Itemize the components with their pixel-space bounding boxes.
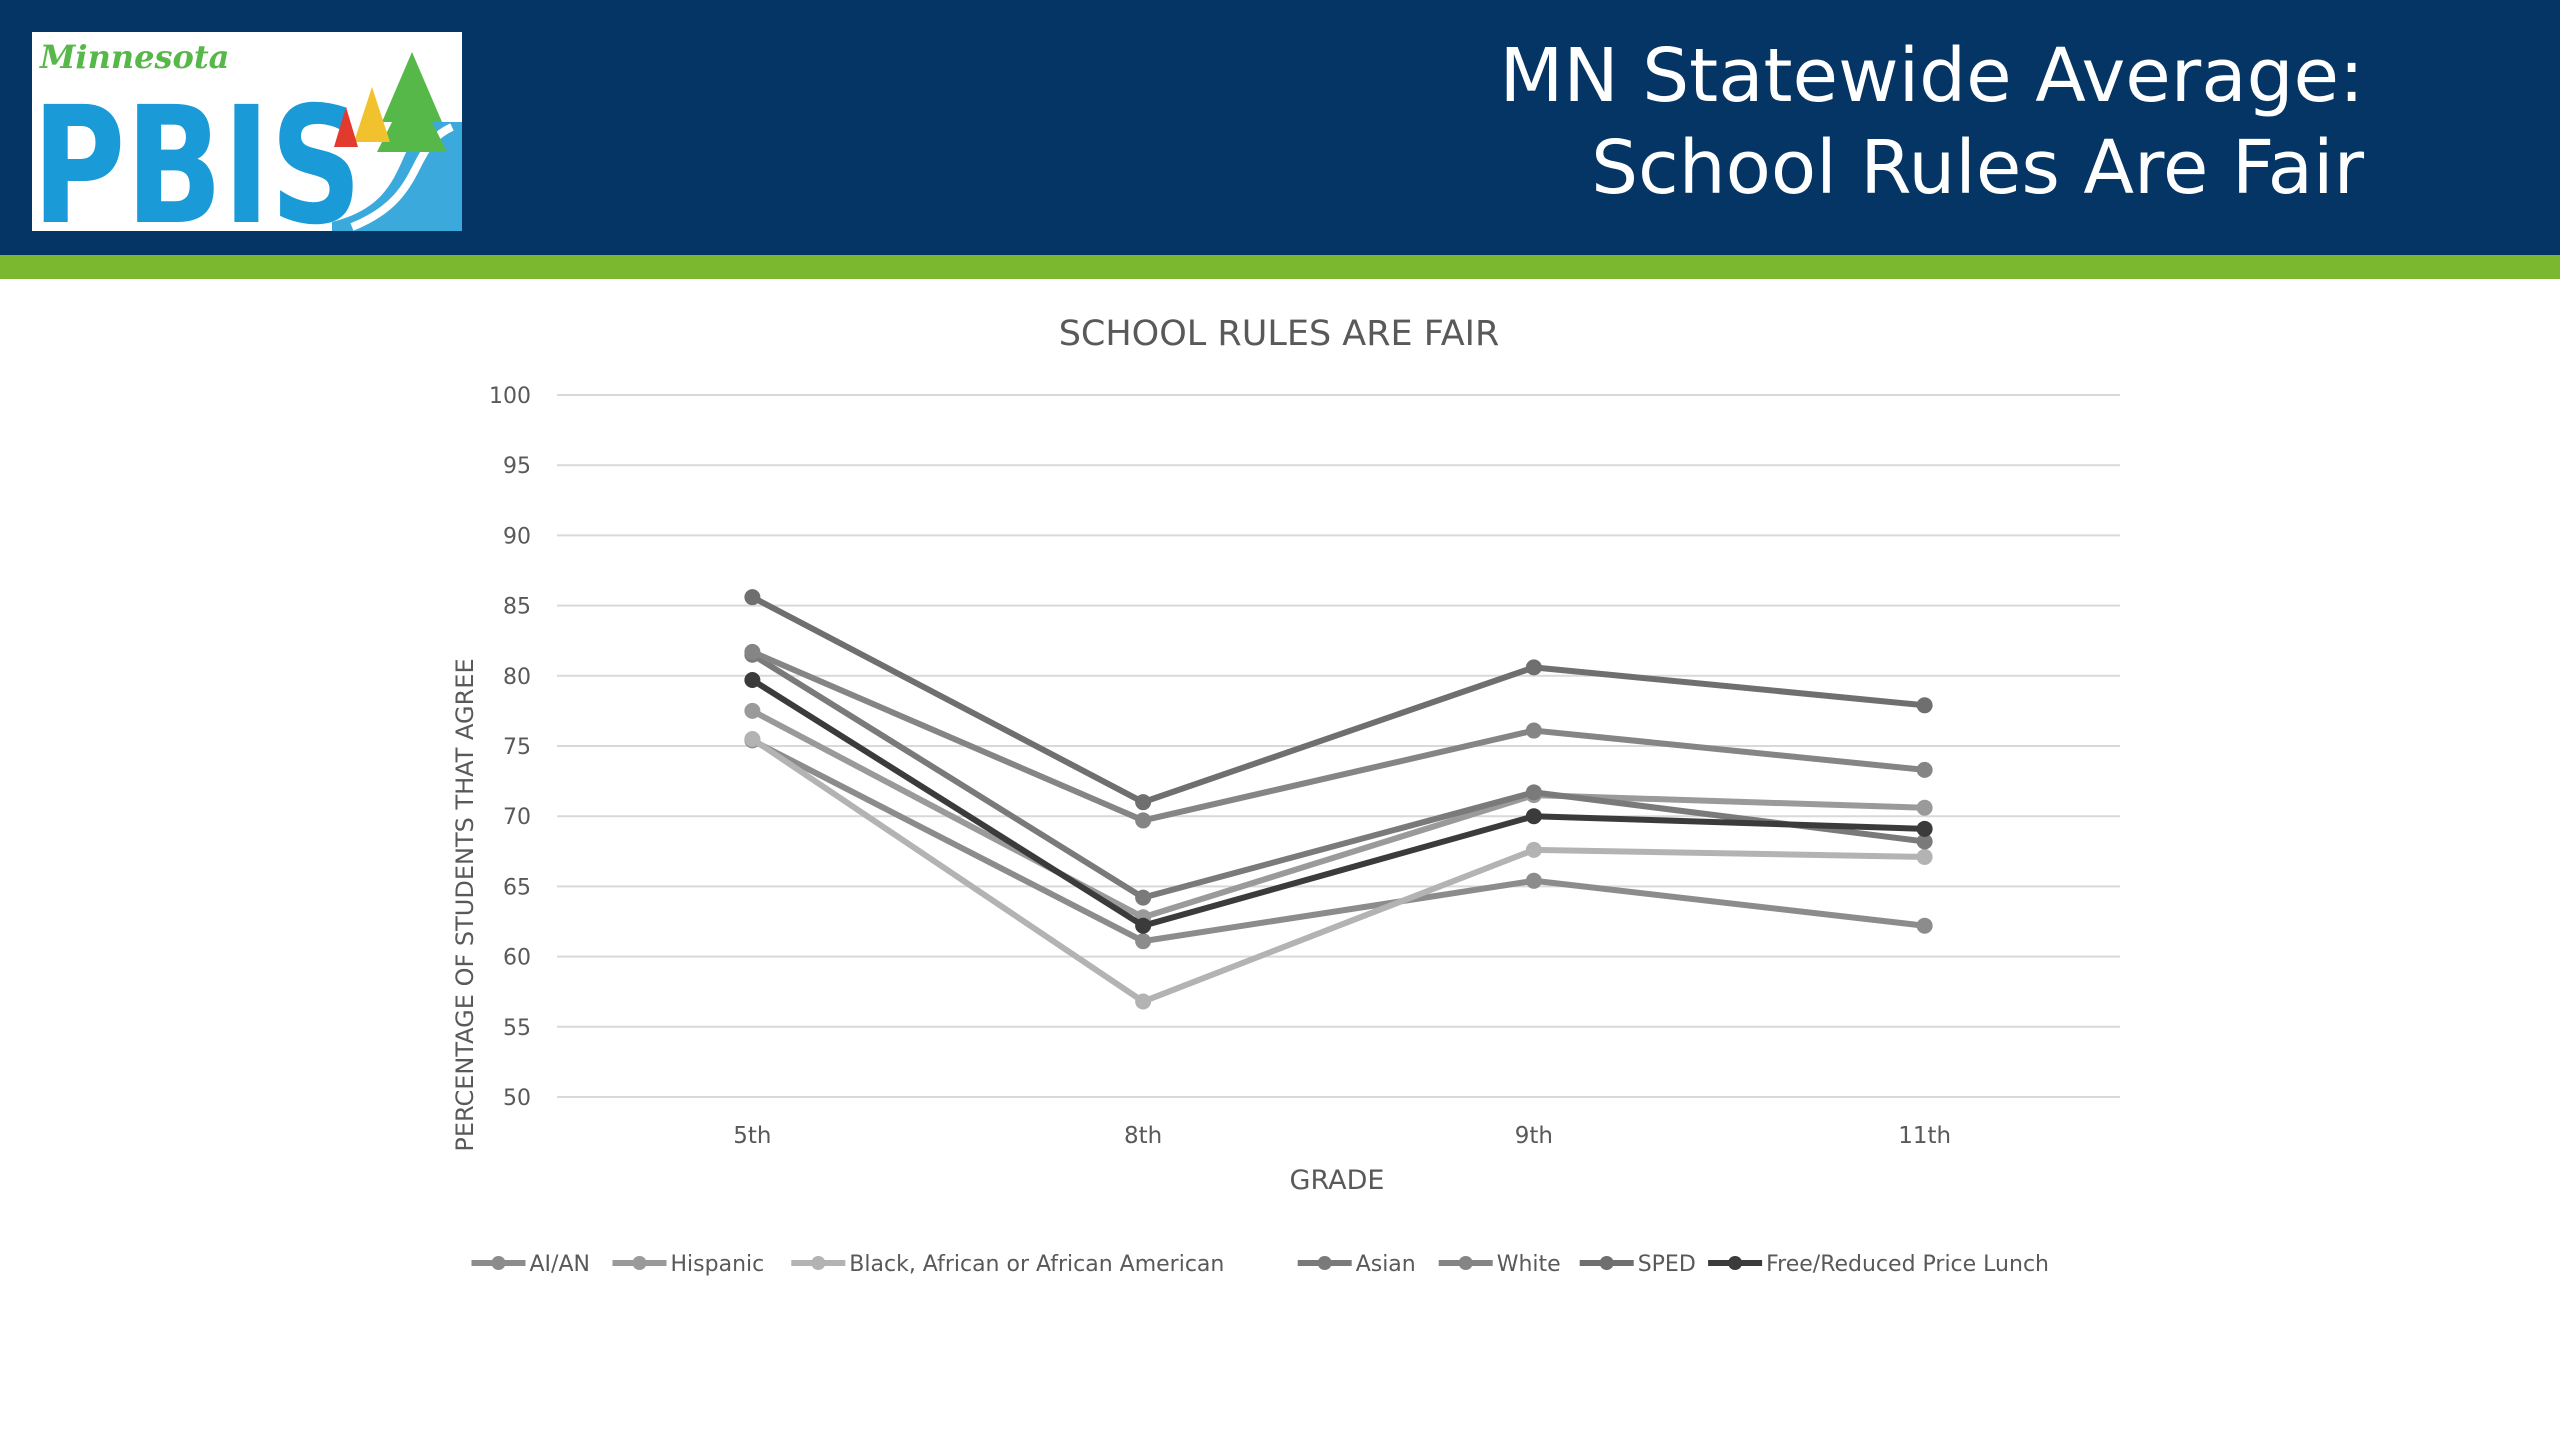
data-point xyxy=(1525,659,1542,676)
y-axis-label: PERCENTAGE OF STUDENTS THAT AGREE xyxy=(451,658,479,1151)
logo-brand-small: Minnesota xyxy=(39,38,229,76)
y-tick-label: 100 xyxy=(489,384,531,409)
data-point xyxy=(744,730,761,747)
y-tick-label: 50 xyxy=(503,1086,531,1111)
legend-label: Free/Reduced Price Lunch xyxy=(1766,1252,2049,1277)
legend-marker xyxy=(1458,1256,1473,1270)
data-point xyxy=(1135,889,1152,906)
series-line xyxy=(744,589,1933,811)
legend-label: SPED xyxy=(1638,1252,1696,1277)
y-tick-label: 85 xyxy=(503,595,531,620)
series-path xyxy=(749,651,1928,901)
y-tick-label: 60 xyxy=(503,946,531,971)
x-tick-label: 9th xyxy=(1515,1123,1553,1149)
data-point xyxy=(1525,722,1542,739)
logo-brand-large: PBIS xyxy=(32,73,362,231)
data-point xyxy=(1135,993,1152,1010)
legend-marker xyxy=(632,1256,647,1270)
chart-legend: AI/AN Hispanic Black, African or African A… xyxy=(471,1252,2049,1277)
legend-item: Asian xyxy=(1297,1252,1416,1277)
data-point xyxy=(1135,917,1152,934)
data-point xyxy=(1916,761,1933,778)
data-point xyxy=(744,643,761,660)
chart-title: SCHOOL RULES ARE FAIR xyxy=(1059,314,1500,354)
x-tick-label: 5th xyxy=(733,1123,771,1149)
legend-marker xyxy=(1599,1256,1614,1270)
legend-label: Black, African or African American xyxy=(849,1252,1224,1277)
y-tick-label: 90 xyxy=(503,524,531,549)
series-line xyxy=(744,643,1933,829)
series-path xyxy=(749,707,1928,921)
data-point xyxy=(1525,784,1542,801)
y-tick-label: 55 xyxy=(503,1016,531,1041)
y-tick-label: 95 xyxy=(503,454,531,479)
x-axis-label: GRADE xyxy=(1290,1165,1385,1196)
legend-item: White xyxy=(1438,1252,1561,1277)
series-path xyxy=(749,735,1928,1005)
legend-label: White xyxy=(1497,1252,1561,1277)
legend-marker xyxy=(1317,1256,1332,1270)
x-tick-label: 11th xyxy=(1898,1123,1951,1149)
series-path xyxy=(749,594,1928,806)
legend-marker xyxy=(811,1256,826,1270)
data-point xyxy=(1525,841,1542,858)
y-tick-label: 80 xyxy=(503,665,531,690)
data-point xyxy=(1135,812,1152,829)
slide-title: MN Statewide Average: School Rules Are F… xyxy=(1499,30,2364,214)
y-tick-label: 75 xyxy=(503,735,531,760)
legend-marker xyxy=(491,1256,506,1270)
legend-item: Black, African or African American xyxy=(791,1252,1224,1277)
data-point xyxy=(744,672,761,689)
y-tick-label: 70 xyxy=(503,805,531,830)
chart-area: SCHOOL RULES ARE FAIR 50 55 60 65 70 75 80 85 90… xyxy=(0,279,2560,1440)
accent-bar xyxy=(0,255,2560,279)
data-point xyxy=(1916,799,1933,816)
line-chart: SCHOOL RULES ARE FAIR 50 55 60 65 70 75 80 85 90… xyxy=(451,314,2120,1277)
data-point xyxy=(744,702,761,719)
data-point xyxy=(1525,872,1542,889)
legend-marker xyxy=(1728,1256,1743,1270)
data-point xyxy=(1916,833,1933,850)
slide-title-line-1: MN Statewide Average: xyxy=(1499,33,2364,119)
series-line xyxy=(744,730,1933,1010)
legend-label: Hispanic xyxy=(671,1252,765,1277)
data-point xyxy=(1916,820,1933,837)
legend-item: Free/Reduced Price Lunch xyxy=(1708,1252,2049,1277)
data-point xyxy=(1916,917,1933,934)
legend-item: Hispanic xyxy=(612,1252,765,1277)
legend-label: AI/AN xyxy=(530,1252,590,1277)
data-point xyxy=(1135,794,1152,811)
series-path xyxy=(749,677,1928,929)
data-point xyxy=(744,589,761,606)
data-point xyxy=(1916,697,1933,714)
series-line xyxy=(744,732,1933,950)
data-point xyxy=(1135,933,1152,950)
slide-header: Minnesota PBIS MN Statewide Average: Sch… xyxy=(0,0,2560,255)
series-line xyxy=(744,672,1933,934)
series-path xyxy=(749,737,1928,945)
pbis-logo-graphic: Minnesota PBIS xyxy=(32,38,462,231)
data-point xyxy=(1525,808,1542,825)
x-tick-label: 8th xyxy=(1124,1123,1162,1149)
legend-item: AI/AN xyxy=(471,1252,590,1277)
data-point xyxy=(1916,848,1933,865)
slide-title-line-2: School Rules Are Fair xyxy=(1591,125,2364,211)
legend-item: SPED xyxy=(1579,1252,1696,1277)
series-path xyxy=(749,648,1928,824)
y-tick-label: 65 xyxy=(503,875,531,900)
legend-label: Asian xyxy=(1356,1252,1416,1277)
pbis-logo: Minnesota PBIS xyxy=(32,32,462,231)
